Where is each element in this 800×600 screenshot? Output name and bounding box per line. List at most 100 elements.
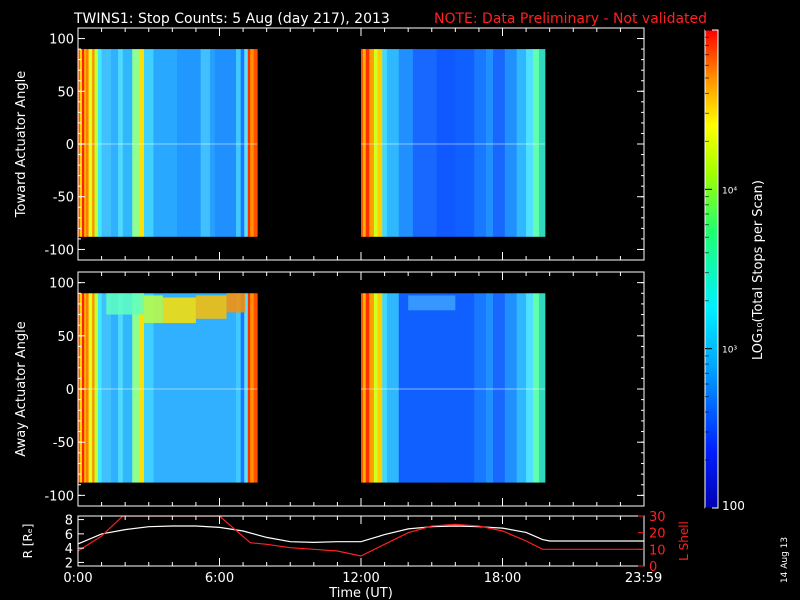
away-band [485, 293, 494, 483]
toward-band [533, 49, 540, 237]
colorbar-label: LOG₁₀(Total Stops per Scan) [751, 180, 766, 360]
toward-band [177, 49, 202, 237]
toward-band [377, 49, 383, 237]
toward-band [382, 49, 388, 237]
away-band [361, 293, 364, 483]
away-band [362, 293, 367, 483]
x-tick-label: 12:00 [342, 571, 379, 586]
toward-y-tick-label: 50 [57, 85, 74, 100]
toward-band [539, 49, 546, 237]
away-band [253, 293, 258, 483]
x-tick-labels: 0:00 6:00 12:00 18:00 23:59 [63, 571, 662, 586]
away-band [240, 293, 245, 483]
toward-band [361, 49, 364, 237]
away-y-tick-label: -50 [53, 436, 74, 451]
toward-band [139, 49, 145, 237]
toward-y-tick-label: 100 [49, 33, 74, 48]
r-y-tick-label: 2 [65, 556, 73, 571]
toward-band [118, 49, 124, 237]
toward-band [244, 49, 249, 237]
toward-y-label: Toward Actuator Angle [14, 71, 29, 218]
away-band [78, 293, 81, 483]
toward-band [362, 49, 367, 237]
toward-band [144, 49, 154, 237]
away-y-axis: 100 50 0 -50 -100 [44, 277, 644, 504]
away-band [101, 293, 112, 483]
away-band [200, 293, 211, 483]
orbit-lines [78, 516, 644, 557]
toward-band [236, 49, 242, 237]
away-band [118, 293, 124, 483]
toward-band [485, 49, 494, 237]
toward-band [214, 49, 237, 237]
away-band [436, 293, 456, 483]
preliminary-note: NOTE: Data Preliminary - Not validated [434, 11, 707, 27]
away-high-angle-enhancement [408, 295, 456, 311]
toward-band [122, 49, 133, 237]
r-y-tick-label: 6 [65, 528, 73, 543]
r-y-tick-label: 4 [65, 542, 73, 557]
lshell-y-tick-label: 0 [649, 560, 657, 575]
date-stamp: 14 Aug 13 [780, 537, 790, 583]
toward-band [369, 49, 375, 237]
away-band [386, 293, 400, 483]
away-band [533, 293, 540, 483]
chart-title: TWINS1: Stop Counts: 5 Aug (day 217), 20… [73, 11, 390, 27]
toward-band [398, 49, 414, 237]
colorbar-tick-label: 10⁵ [720, 29, 740, 43]
away-band [88, 293, 93, 483]
colorbar-gradient [704, 29, 719, 509]
away-band [377, 293, 383, 483]
away-band [493, 293, 506, 483]
toward-y-tick-label: 0 [66, 138, 74, 153]
away-band [236, 293, 242, 483]
toward-band [526, 49, 534, 237]
away-high-angle-enhancement [226, 293, 246, 313]
away-band [210, 293, 216, 483]
away-y-label: Away Actuator Angle [14, 321, 29, 456]
away-band [539, 293, 546, 483]
toward-band [101, 49, 112, 237]
toward-band [365, 49, 370, 237]
lshell-y-tick-label: 30 [649, 510, 666, 525]
lshell-axis-label: L Shell [677, 521, 691, 561]
away-y-tick-label: 50 [57, 330, 74, 345]
away-band [373, 293, 378, 483]
r-y-tick-label: 8 [65, 514, 73, 529]
away-band [516, 293, 527, 483]
toward-band [247, 49, 251, 237]
toward-band [210, 49, 216, 237]
away-band [144, 293, 154, 483]
away-band [84, 293, 87, 483]
toward-x-ticks [77, 28, 645, 260]
away-heatmap [78, 272, 644, 506]
away-band [86, 293, 90, 483]
toward-band [253, 49, 258, 237]
r-axis-label: R [Rₑ] [21, 524, 35, 559]
x-tick-label: 0:00 [63, 571, 92, 586]
colorbar-tick-label: 10³ [722, 346, 737, 356]
away-band [122, 293, 133, 483]
toward-band [455, 49, 475, 237]
away-band [504, 293, 518, 483]
away-band [92, 293, 95, 483]
away-band [247, 293, 251, 483]
away-y-tick-label: 0 [66, 383, 74, 398]
away-band [382, 293, 388, 483]
away-band [369, 293, 375, 483]
toward-band [436, 49, 456, 237]
toward-band [240, 49, 245, 237]
toward-band [88, 49, 93, 237]
toward-band [94, 49, 99, 237]
away-y-tick-label: -100 [44, 489, 74, 504]
x-tick-label: 18:00 [484, 571, 521, 586]
toward-band [250, 49, 255, 237]
away-band [455, 293, 475, 483]
away-band [250, 293, 255, 483]
x-axis-label: Time (UT) [328, 586, 393, 600]
away-band [153, 293, 178, 483]
